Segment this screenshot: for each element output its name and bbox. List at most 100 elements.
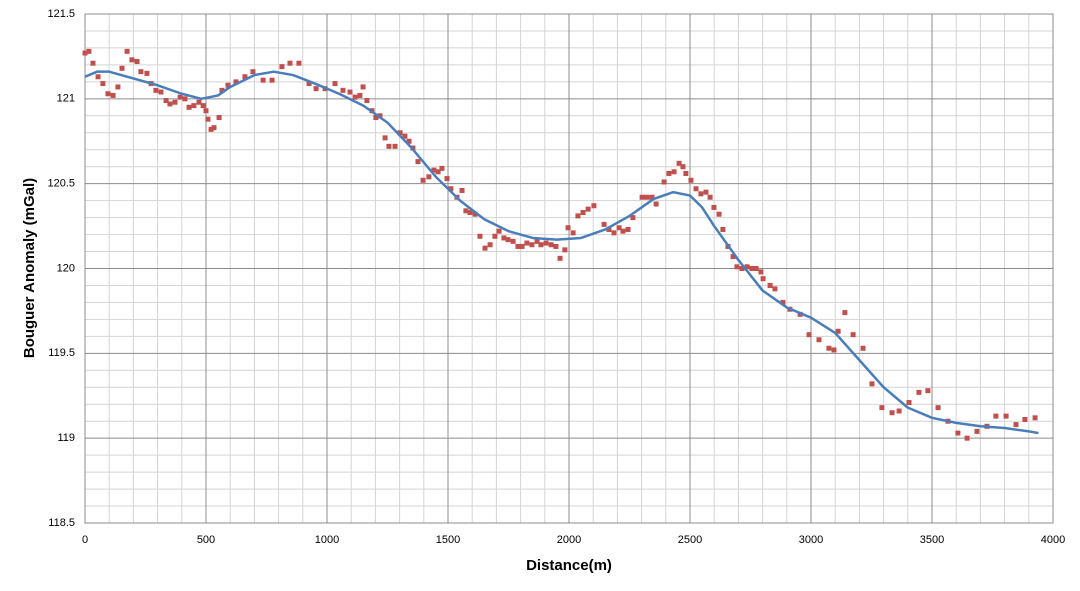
y-tick-label: 120.5 (47, 178, 75, 190)
y-tick-label: 119.5 (48, 347, 75, 359)
x-tick-label: 2500 (678, 534, 702, 546)
data-point (529, 242, 535, 248)
data-point (260, 77, 266, 83)
data-point (208, 126, 214, 132)
data-point (205, 116, 211, 122)
data-point (772, 286, 778, 292)
x-tick-label: 2000 (557, 534, 581, 546)
data-point (644, 194, 650, 200)
data-point (826, 345, 832, 351)
data-point (420, 177, 426, 183)
data-point (163, 98, 169, 104)
data-point (415, 159, 421, 165)
data-point (172, 99, 178, 105)
data-point (620, 228, 626, 234)
x-tick-label: 500 (197, 534, 215, 546)
x-tick-label: 0 (82, 534, 88, 546)
data-point (955, 430, 961, 436)
data-point (585, 206, 591, 212)
data-point (860, 345, 866, 351)
data-point (406, 138, 412, 144)
data-point (472, 211, 478, 217)
data-point (332, 81, 338, 87)
data-point (313, 86, 319, 92)
data-point (916, 389, 922, 395)
data-point (806, 332, 812, 338)
data-point (225, 82, 231, 88)
data-point (364, 98, 370, 104)
data-point (397, 130, 403, 136)
data-point (562, 247, 568, 253)
data-point (1022, 417, 1028, 423)
data-point (534, 238, 540, 244)
data-point (377, 113, 383, 119)
data-point (649, 194, 655, 200)
data-point (1032, 415, 1038, 421)
data-point (95, 74, 101, 80)
data-point (591, 203, 597, 209)
data-point (431, 167, 437, 173)
data-point (200, 103, 206, 109)
data-point (463, 208, 469, 214)
data-point (382, 135, 388, 141)
data-point (842, 310, 848, 316)
data-point (439, 165, 445, 171)
data-point (250, 69, 256, 75)
data-point (753, 266, 759, 271)
data-point (392, 143, 398, 149)
data-point (487, 242, 493, 248)
data-point (82, 50, 88, 56)
data-point (1013, 422, 1019, 428)
data-point (90, 60, 96, 66)
data-point (167, 101, 173, 107)
data-point (580, 210, 586, 216)
data-point (538, 242, 544, 248)
y-tick-label: 121.5 (47, 8, 75, 20)
data-point (703, 189, 709, 195)
data-point (688, 177, 694, 183)
data-point (360, 84, 366, 90)
fit-line (84, 70, 1039, 435)
data-point (105, 91, 111, 97)
data-point (482, 245, 488, 251)
data-point (115, 84, 121, 90)
data-point (974, 428, 980, 434)
data-point (340, 87, 346, 93)
data-point (698, 191, 704, 197)
data-point (492, 233, 498, 239)
data-point (352, 94, 358, 100)
data-point (177, 94, 183, 100)
data-point (233, 79, 239, 85)
data-point (467, 210, 473, 216)
x-tick-label: 3500 (920, 534, 944, 546)
data-point (575, 213, 581, 219)
data-point (906, 400, 912, 406)
data-point (242, 74, 248, 80)
data-point (935, 405, 941, 411)
data-point (716, 211, 722, 217)
data-point (347, 89, 353, 95)
data-point (758, 269, 764, 275)
data-point (683, 170, 689, 176)
data-point (524, 240, 530, 246)
data-point (780, 299, 786, 305)
data-point (831, 347, 837, 353)
data-point (606, 226, 612, 232)
data-point (543, 240, 549, 246)
data-point (671, 169, 677, 175)
data-point (477, 233, 483, 239)
data-point (767, 282, 773, 288)
data-point (519, 243, 525, 249)
data-point (144, 70, 150, 76)
data-point (269, 77, 275, 83)
data-point (158, 89, 164, 95)
data-point (402, 133, 408, 139)
data-point (279, 64, 285, 70)
data-point (182, 96, 188, 102)
data-point (134, 59, 140, 65)
data-point (734, 264, 740, 270)
data-point (720, 226, 726, 232)
data-point (459, 187, 465, 193)
data-point (760, 276, 766, 282)
data-point (661, 179, 667, 185)
